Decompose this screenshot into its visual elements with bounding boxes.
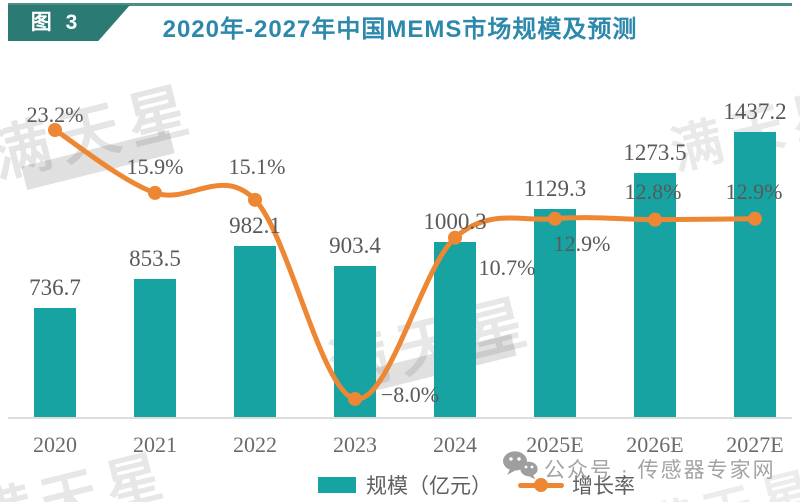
bar-value-label: 1273.5 <box>623 140 687 166</box>
growth-point-marker <box>148 185 162 200</box>
x-axis-line <box>8 417 792 419</box>
x-axis-tick-label: 2022 <box>233 432 277 457</box>
x-axis-tick-label: 2021 <box>133 432 177 457</box>
growth-rate-label: 10.7% <box>478 254 536 280</box>
bar <box>334 266 376 418</box>
growth-rate-label: 23.2% <box>26 102 84 127</box>
x-axis-tick-label: 2025E <box>526 432 584 457</box>
bar <box>34 308 76 418</box>
bar <box>634 173 676 418</box>
bar <box>734 132 776 418</box>
bar-value-label: 903.4 <box>329 233 381 259</box>
x-axis-tick-label: 2026E <box>626 432 684 457</box>
x-axis-tick-label: 2027E <box>726 432 784 457</box>
wechat-icon <box>503 451 538 480</box>
top-border <box>8 3 792 6</box>
figure-badge-label: 图 3 <box>30 11 82 34</box>
legend-line-label: 增长率 <box>572 474 635 498</box>
wechat-account-text: 公众号 · 传感器专家网 <box>544 459 776 482</box>
growth-rate-label: 15.9% <box>126 153 184 179</box>
legend-dot-icon <box>534 478 548 492</box>
growth-rate-label: −8.0% <box>380 381 440 407</box>
growth-rate-label: 15.1% <box>228 153 286 179</box>
legend-line-marker <box>518 477 564 493</box>
chart-title: 2020年-2027年中国MEMS市场规模及预测 <box>162 16 638 43</box>
growth-rate-label: 12.9% <box>553 230 611 256</box>
legend-bar-label: 规模（亿元） <box>366 474 492 498</box>
bar-value-label: 1437.2 <box>723 99 787 125</box>
bar <box>234 246 276 418</box>
wechat-footer: 公众号 · 传感器专家网 <box>502 450 776 484</box>
legend: 规模（亿元） 增长率 <box>318 470 635 500</box>
growth-point-marker <box>248 192 262 207</box>
x-axis-tick-label: 2020 <box>33 432 77 457</box>
bar-value-label: 1129.3 <box>523 176 587 202</box>
bar-value-label: 853.5 <box>129 245 181 271</box>
x-axis-tick-label: 2024 <box>433 432 477 457</box>
bar-value-label: 982.1 <box>229 213 281 239</box>
legend-bar-swatch <box>318 477 356 493</box>
bar <box>434 241 476 418</box>
bar-value-label: 1000.3 <box>423 208 487 234</box>
watermark: 满天星 <box>665 80 800 182</box>
bar-value-label: 736.7 <box>29 275 81 301</box>
bar <box>134 278 176 418</box>
growth-rate-label: 12.9% <box>725 178 783 204</box>
x-axis-tick-label: 2023 <box>333 432 377 457</box>
growth-rate-label: 12.8% <box>624 178 682 204</box>
